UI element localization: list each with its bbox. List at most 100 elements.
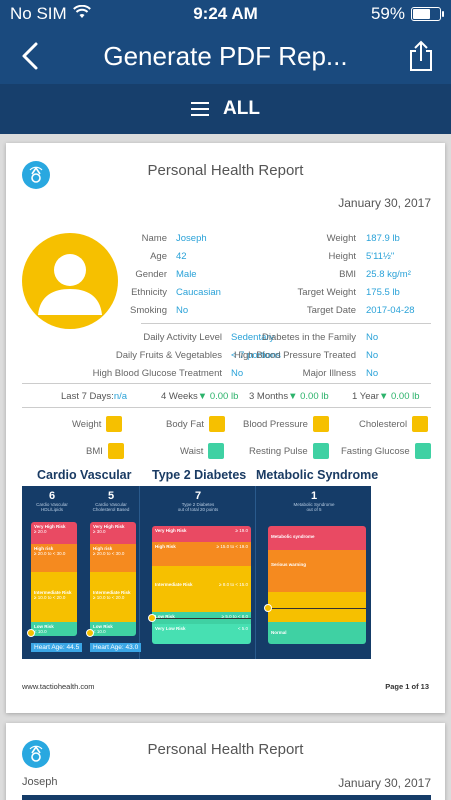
profile-label: Weight <box>326 233 356 244</box>
tactio-logo-icon <box>22 740 50 768</box>
profile-value: 187.9 lb <box>366 233 400 244</box>
lifestyle-label: Diabetes in the Family <box>262 332 356 343</box>
report-date: January 30, 2017 <box>338 776 431 790</box>
divider <box>22 383 431 384</box>
change-4weeks: 4 Weeks▼ 0.00 lb <box>161 391 239 402</box>
profile-row: Name Joseph <box>124 233 207 244</box>
share-icon <box>410 40 432 71</box>
indicator-weight: Weight <box>72 416 123 432</box>
profile-value: Joseph <box>176 233 207 244</box>
change-3months: 3 Months▼ 0.00 lb <box>249 391 329 402</box>
profile-value: 5'11½" <box>366 251 395 262</box>
diabetes-col-head: 7 Type 2 Diabetes out of total 20 points <box>177 490 219 512</box>
lifestyle-row: High Blood Pressure Treated No <box>234 350 378 361</box>
share-button[interactable] <box>391 28 451 84</box>
cardio-col2-head: 5 Cardio Vascular Cholesterol Based <box>92 490 130 512</box>
heart-age-1: Heart Age: 44.5 <box>31 643 83 652</box>
profile-value: 25.8 kg/m² <box>366 269 411 280</box>
report-page[interactable]: Personal Health Report January 30, 2017 … <box>6 143 445 713</box>
section-metabolic: Metabolic Syndrome <box>256 468 379 482</box>
metabolic-marker <box>264 604 272 612</box>
tactio-logo-icon <box>22 161 50 189</box>
lifestyle-value: Sedentary <box>231 332 275 343</box>
metabolic-col-head: 1 Metabolic Syndrome out of 5 <box>293 490 335 512</box>
indicator-waist: Waist <box>180 443 225 459</box>
profile-row: Age 42 <box>124 251 187 262</box>
cardio-col1-head: 6 Cardio Vascular HDL/Lipids <box>36 490 68 512</box>
footer-page: Page 1 of 13 <box>385 682 429 691</box>
hamburger-icon <box>191 102 210 116</box>
risk-chart-panel: 6 Cardio Vascular HDL/Lipids Very High R… <box>22 486 371 659</box>
battery-fill <box>413 9 430 19</box>
carrier-label: No SIM <box>10 4 67 23</box>
indicator-status-swatch <box>106 416 123 432</box>
profile-row: Target Weight 175.5 lb <box>274 287 400 298</box>
indicator-resting-pulse: Resting Pulse <box>249 443 329 459</box>
report-date: January 30, 2017 <box>338 196 431 210</box>
lifestyle-label: High Blood Pressure Treated <box>234 350 356 361</box>
lifestyle-value: No <box>366 332 379 343</box>
profile-label: Ethnicity <box>131 287 167 298</box>
profile-value: 175.5 lb <box>366 287 400 298</box>
cardio-col2-bar: Very High Risk ≥ 30.0 High risk ≥ 20.0 to … <box>90 522 136 636</box>
lifestyle-label: Daily Activity Level <box>143 332 222 343</box>
profile-row: Smoking No <box>124 305 188 316</box>
lifestyle-value: No <box>366 350 379 361</box>
divider <box>141 323 431 324</box>
profile-value: No <box>176 305 189 316</box>
nav-bar: Generate PDF Rep... <box>0 28 451 84</box>
indicator-bmi: BMI <box>86 443 124 459</box>
lifestyle-row: Major Illness No <box>234 368 378 379</box>
profile-label: Name <box>141 233 167 244</box>
section-cardio: Cardio Vascular <box>37 468 132 482</box>
report-title: Personal Health Report <box>147 162 304 179</box>
indicator-status-swatch <box>312 443 329 459</box>
filter-selector[interactable]: ALL <box>0 84 451 134</box>
change-1year: 1 Year▼ 0.00 lb <box>352 391 420 402</box>
profile-value: Caucasian <box>176 287 221 298</box>
diabetes-marker <box>148 614 156 622</box>
profile-value: Male <box>176 269 197 280</box>
profile-label: Target Weight <box>297 287 356 298</box>
profile-label: Height <box>328 251 356 262</box>
profile-row: Height 5'11½" <box>274 251 395 262</box>
profile-label: Age <box>150 251 167 262</box>
lifestyle-label: Major Illness <box>302 368 356 379</box>
indicator-status-swatch <box>312 416 329 432</box>
profile-value: 2017-04-28 <box>366 305 415 316</box>
profile-value: 42 <box>176 251 187 262</box>
report-name: Joseph <box>22 776 58 788</box>
cardio-col2-marker <box>86 629 94 637</box>
indicator-status-swatch <box>414 443 431 459</box>
indicator-status-swatch <box>107 443 124 459</box>
profile-row: Target Date 2017-04-28 <box>274 305 415 316</box>
lifestyle-row: Daily Fruits & Vegetables < 7 portions <box>32 350 281 361</box>
profile-label: Smoking <box>130 305 167 316</box>
lifestyle-value: No <box>366 368 379 379</box>
profile-row: BMI 25.8 kg/m² <box>274 269 411 280</box>
indicator-fasting-glucose: Fasting Glucose <box>341 443 431 459</box>
section-diabetes: Type 2 Diabetes <box>152 468 247 482</box>
profile-row: Ethnicity Caucasian <box>124 287 221 298</box>
page-title: Generate PDF Rep... <box>103 40 348 71</box>
indicator-status-swatch <box>209 416 226 432</box>
lifestyle-row: Diabetes in the Family No <box>234 332 378 343</box>
divider <box>22 407 431 408</box>
avatar <box>22 233 118 329</box>
lifestyle-row: High Blood Glucose Treatment No <box>32 368 244 379</box>
indicator-blood-pressure: Blood Pressure <box>243 416 329 432</box>
cardio-col1-bar: Very High Risk ≥ 20.0 High risk ≥ 20.0 to … <box>31 522 77 636</box>
chevron-left-icon <box>22 42 38 70</box>
report-title: Personal Health Report <box>147 741 304 758</box>
diabetes-bar: Very High Risk ≥ 19.0 High Risk ≥ 15.0 to … <box>152 526 251 644</box>
battery-icon <box>411 7 444 21</box>
wifi-icon <box>72 4 91 24</box>
back-button[interactable] <box>0 28 60 84</box>
report-page-2[interactable]: Personal Health Report Joseph January 30… <box>6 723 445 800</box>
indicator-status-swatch <box>208 443 225 459</box>
profile-row: Weight 187.9 lb <box>274 233 400 244</box>
status-bar: No SIM 9:24 AM 59% <box>0 0 451 28</box>
lifestyle-value: < 7 portions <box>231 350 281 361</box>
change-last7: Last 7 Days:n/a <box>61 391 128 402</box>
indicator-status-swatch <box>412 416 429 432</box>
